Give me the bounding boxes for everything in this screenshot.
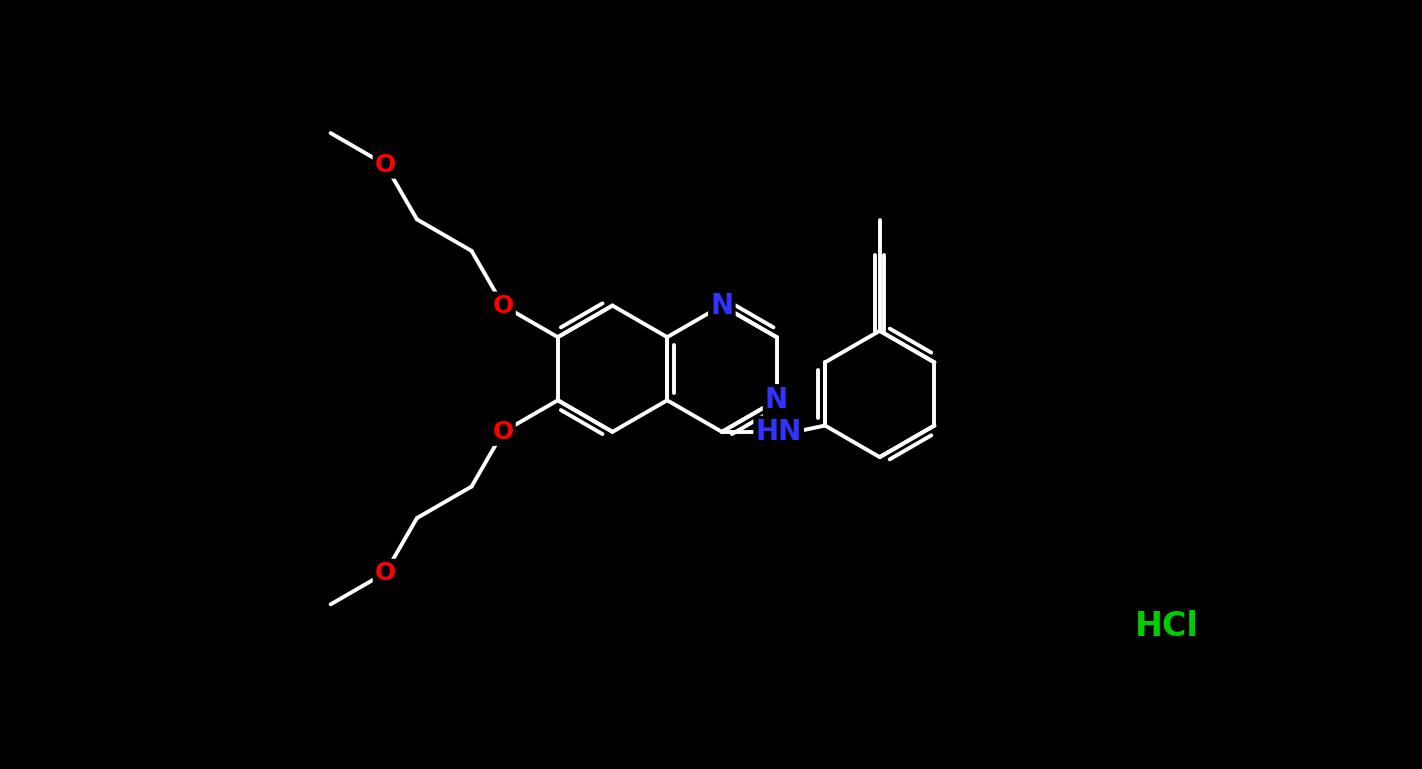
Text: O: O — [375, 561, 395, 584]
Text: HN: HN — [755, 418, 802, 446]
Text: O: O — [492, 294, 513, 318]
Text: O: O — [492, 420, 513, 444]
Text: N: N — [711, 291, 734, 320]
Text: HCl: HCl — [1135, 610, 1199, 643]
Text: N: N — [765, 386, 788, 414]
Text: O: O — [375, 152, 395, 177]
